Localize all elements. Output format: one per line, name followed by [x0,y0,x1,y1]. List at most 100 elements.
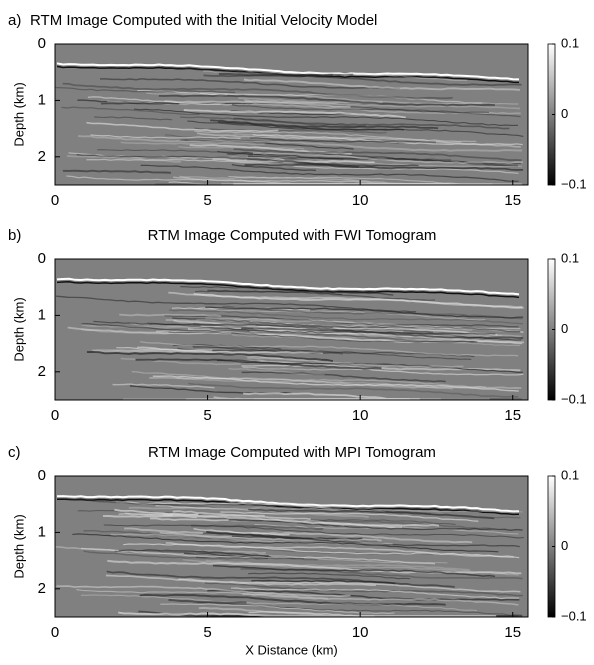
reflector [220,104,521,118]
x-tick-label: 5 [203,192,211,209]
reflector [222,305,523,320]
reflector [118,549,269,557]
reflector [231,535,520,548]
reflector [233,148,522,162]
x-axis-label: X Distance (km) [245,642,337,657]
reflector [205,559,470,571]
reflector [248,611,375,617]
reflector [114,508,199,516]
reflector [252,134,523,146]
y-axis-label: Depth (km) [11,514,26,578]
reflector [131,370,486,388]
y-tick-label: 1 [38,306,46,323]
seismic-image [55,476,528,617]
reflector [149,376,522,390]
axes-frame [54,43,529,186]
colorbar-tick-label: 0 [561,106,568,121]
reflector [207,589,520,601]
reflector [179,139,354,150]
reflector [241,371,446,383]
reflector [241,364,524,376]
y-tick-label: 0 [38,250,46,267]
reflector [66,155,182,163]
reflector [194,130,477,142]
reflector [165,542,514,558]
panel-label: c) [8,444,21,461]
x-tick-label: 5 [203,624,211,641]
reflector [238,97,521,110]
x-tick-label: 0 [51,192,59,209]
reflector [248,572,411,580]
y-tick-label: 0 [38,35,46,52]
reflector [191,524,324,531]
reflector [164,100,351,108]
reflector [56,62,520,81]
reflector [243,78,520,91]
reflector [100,102,180,105]
reflector [120,141,265,146]
x-tick-label: 15 [504,192,521,209]
reflector [204,582,523,597]
reflector [159,531,382,542]
reflector [230,587,520,599]
reflector [80,547,436,565]
reflector [228,519,523,531]
panel-label: b) [8,227,21,244]
reflector [124,527,473,544]
reflector [140,164,519,182]
reflector [139,340,519,357]
reflector [76,153,419,167]
x-tick-label: 0 [51,624,59,641]
reflector [94,116,173,121]
x-tick-label: 5 [203,407,211,424]
reflector [214,545,467,556]
reflector [152,375,519,392]
reflector [217,151,344,160]
axes-frame [54,475,529,618]
reflector [168,309,524,325]
reflector [87,96,232,106]
chart-title: RTM Image Computed with the Initial Velo… [30,12,377,29]
reflector [247,356,464,369]
reflector [135,358,382,370]
reflector [81,323,250,333]
reflector [250,319,473,331]
x-tick-label: 10 [352,192,369,209]
reflector [240,501,523,513]
chart-title: RTM Image Computed with MPI Tomogram [148,444,436,461]
colorbar-tick-label: 0.1 [561,250,579,265]
reflector [231,331,478,343]
reflector [77,99,246,105]
reflector [56,495,520,513]
y-tick-label: 1 [38,91,46,108]
y-tick-label: 2 [38,363,46,380]
reflector [61,106,200,116]
seismic-image [55,259,528,400]
y-tick-label: 2 [38,580,46,597]
x-tick-label: 10 [352,407,369,424]
reflector [115,501,386,513]
reflector [76,588,329,600]
reflector [242,593,519,606]
reflector [56,295,417,313]
reflector [247,155,519,167]
reflector [62,82,453,100]
reflector [105,574,376,587]
chart-title: RTM Image Computed with FWI Tomogram [148,227,437,244]
reflector [81,328,316,339]
reflector [164,315,519,328]
reflector [56,277,520,296]
reflector [168,598,247,604]
reflector [231,334,521,347]
reflector [180,116,367,127]
reflector [97,149,452,161]
y-tick-label: 2 [38,148,46,165]
reflector [212,564,496,578]
reflector [183,109,406,119]
reflector [65,497,432,515]
reflector [55,86,236,94]
reflector [210,119,439,130]
reflector [172,510,311,521]
reflector [231,163,316,172]
